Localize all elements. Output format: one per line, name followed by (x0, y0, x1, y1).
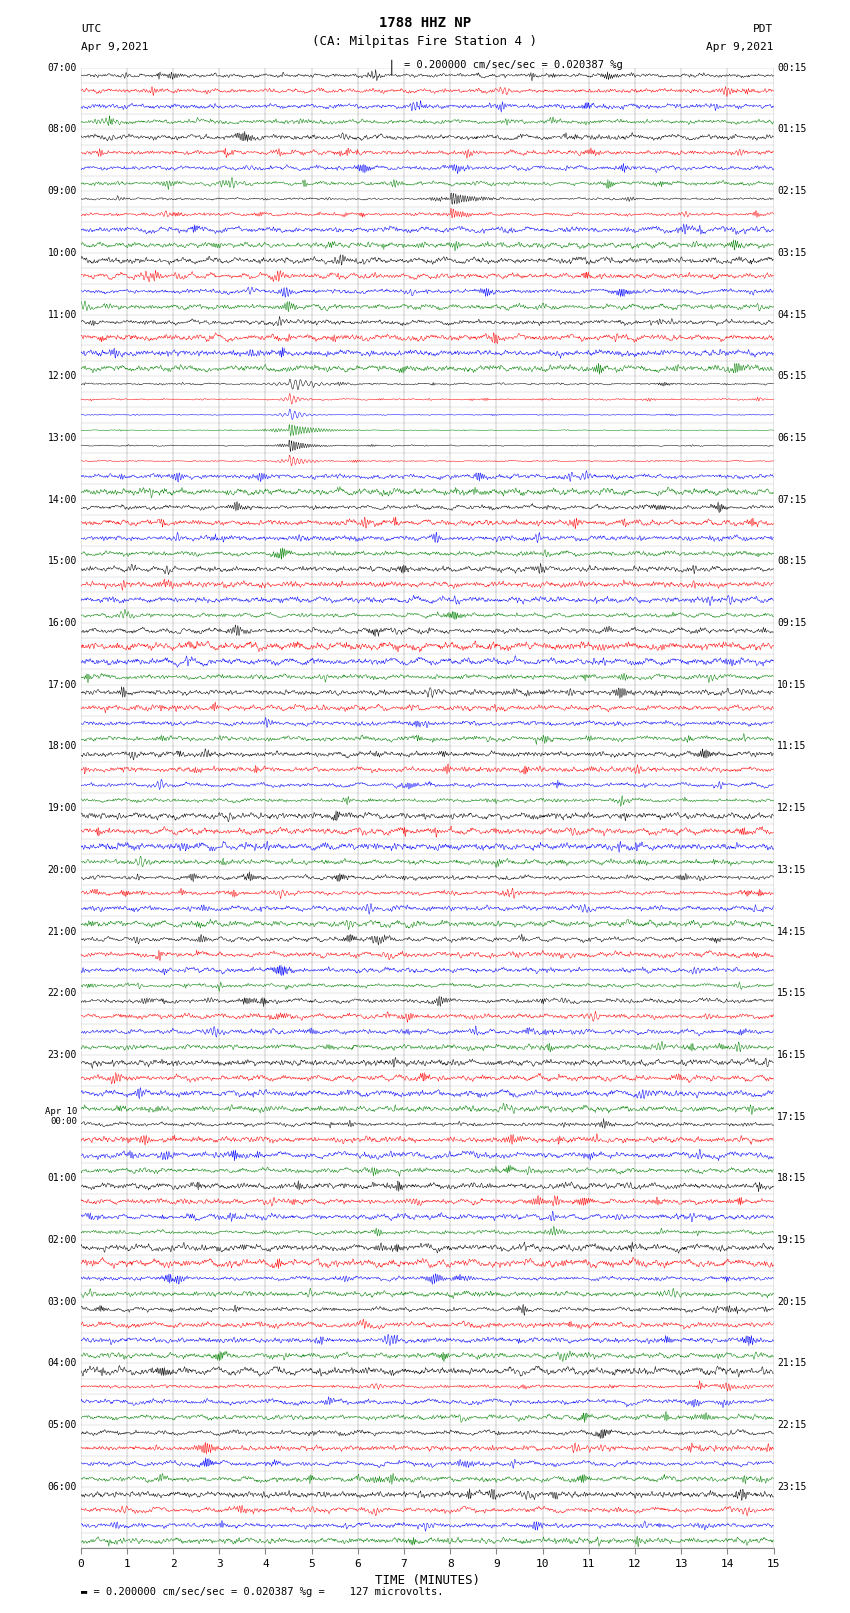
Text: 13:00: 13:00 (48, 432, 77, 444)
Text: Apr 10: Apr 10 (45, 1107, 77, 1116)
Text: ▬ = 0.200000 cm/sec/sec = 0.020387 %g =    127 microvolts.: ▬ = 0.200000 cm/sec/sec = 0.020387 %g = … (81, 1587, 443, 1597)
Text: 19:15: 19:15 (777, 1236, 807, 1245)
Text: 14:15: 14:15 (777, 926, 807, 937)
Text: 17:00: 17:00 (48, 679, 77, 690)
Text: 15:00: 15:00 (48, 556, 77, 566)
Text: 08:00: 08:00 (48, 124, 77, 134)
Text: 19:00: 19:00 (48, 803, 77, 813)
Text: 02:00: 02:00 (48, 1236, 77, 1245)
Text: 05:00: 05:00 (48, 1419, 77, 1431)
X-axis label: TIME (MINUTES): TIME (MINUTES) (375, 1574, 479, 1587)
Text: 07:00: 07:00 (48, 63, 77, 73)
Text: 08:15: 08:15 (777, 556, 807, 566)
Text: 16:15: 16:15 (777, 1050, 807, 1060)
Text: 13:15: 13:15 (777, 865, 807, 874)
Text: = 0.200000 cm/sec/sec = 0.020387 %g: = 0.200000 cm/sec/sec = 0.020387 %g (404, 60, 622, 69)
Text: 12:00: 12:00 (48, 371, 77, 381)
Text: 23:00: 23:00 (48, 1050, 77, 1060)
Text: 10:00: 10:00 (48, 248, 77, 258)
Text: 05:15: 05:15 (777, 371, 807, 381)
Text: 21:15: 21:15 (777, 1358, 807, 1368)
Text: 04:00: 04:00 (48, 1358, 77, 1368)
Text: 01:00: 01:00 (48, 1173, 77, 1184)
Text: │: │ (388, 60, 394, 76)
Text: 07:15: 07:15 (777, 495, 807, 505)
Text: 14:00: 14:00 (48, 495, 77, 505)
Text: UTC: UTC (81, 24, 101, 34)
Text: 21:00: 21:00 (48, 926, 77, 937)
Text: 02:15: 02:15 (777, 185, 807, 197)
Text: 00:15: 00:15 (777, 63, 807, 73)
Text: (CA: Milpitas Fire Station 4 ): (CA: Milpitas Fire Station 4 ) (313, 35, 537, 48)
Text: 20:00: 20:00 (48, 865, 77, 874)
Text: 17:15: 17:15 (777, 1111, 807, 1121)
Text: 12:15: 12:15 (777, 803, 807, 813)
Text: 18:00: 18:00 (48, 742, 77, 752)
Text: 22:00: 22:00 (48, 989, 77, 998)
Text: 1788 HHZ NP: 1788 HHZ NP (379, 16, 471, 31)
Text: 03:00: 03:00 (48, 1297, 77, 1307)
Text: 06:00: 06:00 (48, 1482, 77, 1492)
Text: 11:00: 11:00 (48, 310, 77, 319)
Text: 03:15: 03:15 (777, 248, 807, 258)
Text: 10:15: 10:15 (777, 679, 807, 690)
Text: 15:15: 15:15 (777, 989, 807, 998)
Text: 09:00: 09:00 (48, 185, 77, 197)
Text: 22:15: 22:15 (777, 1419, 807, 1431)
Text: 23:15: 23:15 (777, 1482, 807, 1492)
Text: PDT: PDT (753, 24, 774, 34)
Text: 01:15: 01:15 (777, 124, 807, 134)
Text: 09:15: 09:15 (777, 618, 807, 627)
Text: 00:00: 00:00 (50, 1118, 77, 1126)
Text: 20:15: 20:15 (777, 1297, 807, 1307)
Text: 04:15: 04:15 (777, 310, 807, 319)
Text: 18:15: 18:15 (777, 1173, 807, 1184)
Text: 11:15: 11:15 (777, 742, 807, 752)
Text: Apr 9,2021: Apr 9,2021 (81, 42, 148, 52)
Text: 16:00: 16:00 (48, 618, 77, 627)
Text: 06:15: 06:15 (777, 432, 807, 444)
Text: Apr 9,2021: Apr 9,2021 (706, 42, 774, 52)
